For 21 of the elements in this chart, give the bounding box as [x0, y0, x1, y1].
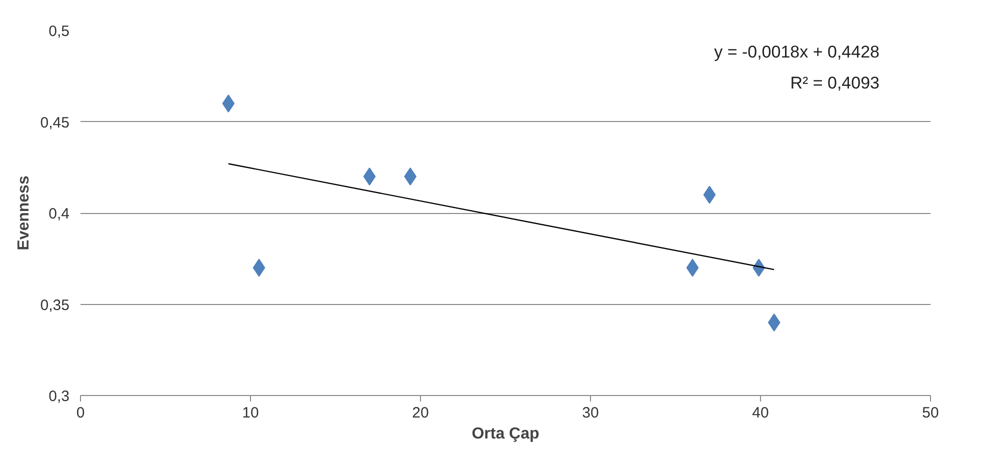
point: [252, 258, 266, 277]
point: [363, 168, 376, 186]
x-tick-label: 40: [752, 404, 769, 422]
point: [703, 186, 716, 204]
point: [222, 94, 235, 112]
point: [768, 314, 780, 332]
y-tick-label: 0,3: [48, 388, 70, 405]
y-tick-label: 0,4: [48, 206, 70, 222]
x-tick-label: 50: [922, 404, 939, 422]
y-tick-label: 0,35: [40, 296, 70, 314]
x-axis-title: Orta Çap: [472, 426, 540, 442]
y-tick-label: 0,5: [48, 23, 70, 40]
x-tick-label: 10: [242, 404, 259, 422]
x-tick-label: 30: [582, 404, 599, 422]
y-axis-title: Evenness: [15, 176, 32, 250]
x-tick-label: 20: [412, 404, 429, 422]
annotation: y = -0,0018x + 0,4428: [714, 42, 880, 62]
annotation: R² = 0,4093: [790, 74, 880, 93]
y-tick-label: 0,45: [40, 114, 70, 132]
x-tick-label: 0: [76, 404, 85, 422]
point: [686, 258, 699, 277]
